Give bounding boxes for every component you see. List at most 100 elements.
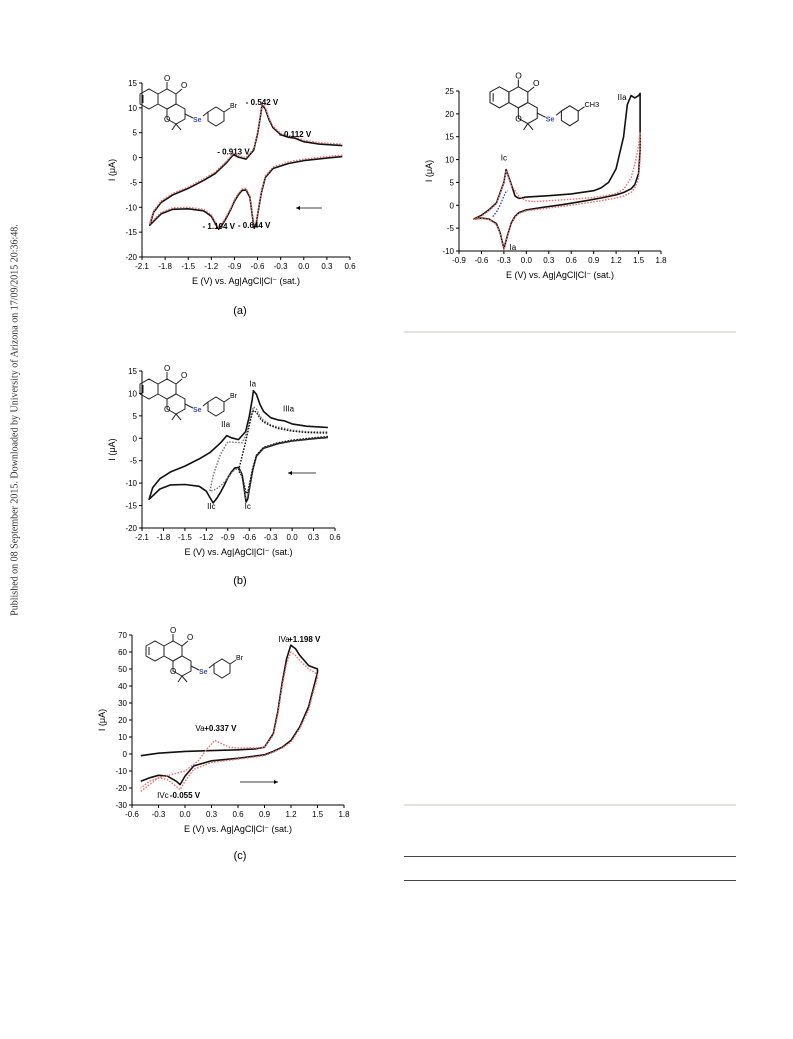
- molecule-structure: O O O Se Br: [145, 626, 244, 683]
- x-tick-label: -0.6: [251, 262, 265, 271]
- y-tick-label: -30: [115, 801, 127, 810]
- divider-1: [404, 331, 736, 333]
- y-tick-label: 0: [450, 201, 455, 210]
- pyran-ring: [166, 393, 186, 415]
- y-tick-label: 10: [118, 733, 127, 742]
- y-tick-label: 0: [123, 750, 128, 759]
- chart-d: -0.9 -0.6 -0.3 0.0 0.3 0.6 0.9 1.2 1.5 1.8 -10 -5 0 5…: [424, 70, 667, 280]
- x-tick-label: 0.3: [206, 810, 218, 819]
- x-tick-label: 1.5: [312, 810, 324, 819]
- substituent-label: Br: [230, 103, 238, 110]
- x-tick-label: 0.9: [259, 810, 271, 819]
- y-tick-label: 10: [128, 389, 137, 398]
- peak-label: - 0.913 V: [217, 148, 250, 157]
- aryl-ring: [207, 106, 225, 127]
- peak-label: IVa: [278, 635, 290, 644]
- scan-arrowhead: [288, 471, 292, 475]
- x-tick-label: -1.8: [157, 533, 171, 542]
- y-axis-label: I (μA): [107, 159, 117, 181]
- y-tick-label: 5: [450, 178, 455, 187]
- x-tick-label: 0.6: [232, 810, 244, 819]
- divider-2: [404, 804, 736, 806]
- peak-label: +1.198 V: [288, 635, 321, 644]
- x-tick-label: 0.6: [329, 533, 341, 542]
- oxygen-label: O: [164, 405, 170, 414]
- x-tick-label: -0.9: [452, 256, 466, 265]
- substituent-label: Br: [230, 393, 238, 400]
- y-tick-label: -20: [125, 253, 137, 262]
- peak-label: IIa: [618, 93, 627, 102]
- y-tick-label: 5: [133, 129, 138, 138]
- oxygen-label: O: [170, 626, 176, 635]
- peak-label: - 0.644 V: [238, 221, 271, 230]
- oxygen-label: O: [187, 633, 193, 642]
- series-line-1: [148, 104, 343, 230]
- oxygen-label: O: [164, 115, 170, 124]
- oxygen-label: O: [170, 667, 176, 676]
- peak-label: Va: [195, 724, 205, 733]
- x-tick-label: -0.9: [221, 533, 235, 542]
- y-tick-label: 30: [118, 699, 127, 708]
- y-tick-label: 25: [445, 87, 454, 96]
- caption-b: (b): [233, 575, 247, 587]
- y-tick-label: -10: [115, 767, 127, 776]
- peak-label: IIc: [207, 502, 215, 511]
- x-tick-label: 0.6: [344, 262, 356, 271]
- chart-b: -2.1 -1.8 -1.5 -1.2 -0.9 -0.6 -0.3 0.0 0.3 0.6 -20…: [107, 364, 341, 557]
- caption-c: (c): [233, 850, 247, 862]
- y-tick-label: -10: [442, 247, 454, 256]
- y-tick-label: 15: [445, 133, 454, 142]
- y-tick-label: -5: [130, 457, 138, 466]
- y-tick-label: 0: [133, 434, 138, 443]
- y-tick-label: 40: [118, 682, 127, 691]
- series-line-3: [492, 190, 508, 218]
- x-tick-label: -0.3: [497, 256, 511, 265]
- pyran-ring: [166, 103, 186, 125]
- table-rule-top: [404, 856, 736, 857]
- y-tick-label: -5: [447, 224, 455, 233]
- scan-arrowhead: [274, 780, 278, 784]
- pyran-ring: [172, 655, 192, 677]
- x-tick-label: 0.0: [179, 810, 191, 819]
- x-tick-label: 0.9: [588, 256, 600, 265]
- series-line-1: [473, 92, 641, 250]
- substituent-label: CH3: [585, 100, 600, 109]
- substituent-label: Br: [236, 655, 244, 662]
- y-tick-label: 15: [128, 79, 137, 88]
- peak-label: Ic: [245, 502, 251, 511]
- x-tick-label: 1.2: [285, 810, 297, 819]
- x-tick-label: 1.8: [655, 256, 667, 265]
- y-tick-label: 70: [118, 631, 127, 640]
- x-tick-label: 0.3: [308, 533, 320, 542]
- x-tick-label: -0.3: [152, 810, 166, 819]
- x-tick-label: -2.1: [135, 533, 149, 542]
- x-tick-label: 1.2: [611, 256, 623, 265]
- x-tick-label: -2.1: [135, 262, 149, 271]
- x-tick-label: 0.0: [521, 256, 533, 265]
- scan-arrowhead: [296, 206, 300, 210]
- x-tick-label: 1.5: [633, 256, 645, 265]
- peak-label: - 1.104 V: [202, 222, 235, 231]
- molecule-structure: O O O Se CH3: [489, 70, 600, 131]
- x-tick-label: -1.8: [158, 262, 172, 271]
- y-tick-label: -20: [115, 784, 127, 793]
- x-tick-label: -0.3: [264, 533, 278, 542]
- x-tick-label: 0.6: [566, 256, 578, 265]
- y-tick-label: -20: [125, 524, 137, 533]
- peak-label: -0.055 V: [170, 791, 201, 800]
- series-line-1: [148, 389, 328, 504]
- series-line-2: [473, 131, 641, 251]
- molecule-structure: O O O Se Br: [139, 364, 238, 421]
- x-axis-label: E (V) vs. Ag|AgCl|Cl⁻ (sat.): [185, 547, 293, 557]
- y-tick-label: -10: [125, 479, 137, 488]
- x-tick-label: 0.0: [287, 533, 299, 542]
- series-line-3: [237, 409, 328, 495]
- oxygen-label: O: [164, 74, 170, 83]
- series-line-2: [149, 102, 343, 229]
- oxygen-label: O: [181, 81, 187, 90]
- x-tick-label: -0.6: [125, 810, 139, 819]
- y-tick-label: 0: [133, 154, 138, 163]
- x-tick-label: 0.3: [321, 262, 333, 271]
- download-notice: Published on 08 September 2015. Download…: [8, 200, 22, 640]
- x-tick-label: -0.9: [228, 262, 242, 271]
